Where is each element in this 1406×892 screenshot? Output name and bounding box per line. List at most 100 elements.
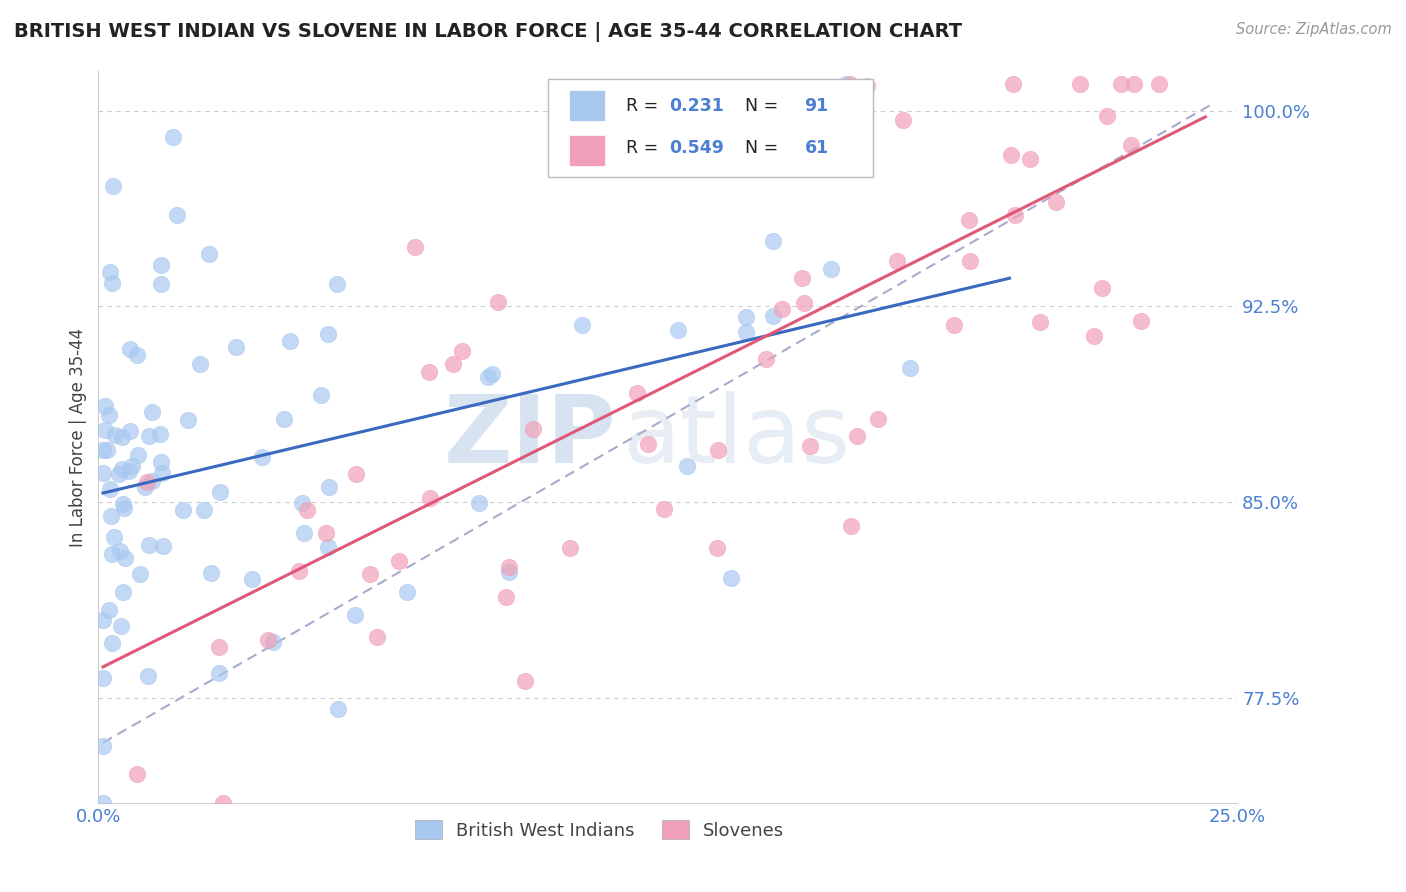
Point: [898, 360, 921, 375]
Point: [208, 640, 231, 654]
Point: [209, 485, 232, 500]
Text: atlas: atlas: [623, 391, 851, 483]
Point: [193, 503, 215, 517]
Point: [498, 560, 520, 574]
Point: [789, 161, 811, 176]
Point: [839, 78, 862, 92]
Point: [316, 327, 339, 342]
Point: [706, 541, 728, 555]
Point: [101, 635, 124, 649]
Point: [138, 538, 160, 552]
Point: [558, 541, 581, 555]
Point: [117, 464, 139, 478]
Point: [786, 132, 808, 146]
Point: [262, 635, 284, 649]
Point: [127, 767, 149, 781]
Point: [291, 496, 314, 510]
Point: [891, 113, 914, 128]
Point: [693, 153, 716, 168]
Point: [94, 424, 117, 438]
Point: [103, 530, 125, 544]
Point: [734, 325, 756, 339]
Point: [162, 130, 184, 145]
Point: [103, 179, 125, 194]
Point: [886, 254, 908, 268]
Point: [637, 437, 659, 451]
Point: [114, 551, 136, 566]
Point: [326, 701, 349, 715]
Point: [136, 668, 159, 682]
Point: [1001, 78, 1024, 92]
Point: [513, 673, 536, 688]
Point: [772, 301, 794, 316]
Text: BRITISH WEST INDIAN VS SLOVENE IN LABOR FORCE | AGE 35-44 CORRELATION CHART: BRITISH WEST INDIAN VS SLOVENE IN LABOR …: [14, 22, 962, 42]
Point: [451, 343, 474, 358]
Point: [292, 526, 315, 541]
Point: [942, 318, 965, 332]
Point: [1109, 78, 1132, 92]
Point: [1018, 152, 1040, 166]
Point: [127, 448, 149, 462]
Point: [790, 271, 813, 285]
Text: ZIP: ZIP: [444, 391, 617, 483]
Point: [755, 352, 778, 367]
Bar: [569, 90, 605, 121]
Point: [1147, 78, 1170, 92]
Point: [200, 566, 222, 580]
Point: [396, 585, 419, 599]
Point: [309, 388, 332, 402]
Point: [495, 591, 517, 605]
Point: [735, 310, 758, 324]
Point: [1119, 138, 1142, 153]
Point: [111, 430, 134, 444]
Point: [714, 152, 737, 166]
Point: [799, 439, 821, 453]
Point: [97, 408, 120, 422]
Point: [108, 543, 131, 558]
Text: R =: R =: [626, 97, 664, 115]
Text: N =: N =: [734, 97, 783, 115]
Point: [138, 428, 160, 442]
Text: 0.549: 0.549: [669, 139, 724, 157]
Point: [149, 258, 172, 272]
Point: [957, 212, 980, 227]
Point: [1000, 148, 1022, 162]
Point: [868, 412, 890, 426]
Point: [94, 399, 117, 413]
Point: [112, 497, 135, 511]
Point: [120, 424, 142, 438]
Point: [134, 480, 156, 494]
Legend: British West Indians, Slovenes: British West Indians, Slovenes: [405, 811, 793, 848]
Point: [91, 796, 114, 810]
Point: [141, 474, 163, 488]
Point: [149, 277, 172, 291]
Point: [344, 467, 367, 481]
Point: [652, 502, 675, 516]
Point: [112, 584, 135, 599]
Point: [707, 443, 730, 458]
Point: [841, 519, 863, 533]
Point: [91, 467, 114, 481]
Point: [252, 450, 274, 465]
Point: [481, 367, 503, 381]
Point: [1129, 314, 1152, 328]
Point: [91, 443, 114, 458]
Y-axis label: In Labor Force | Age 35-44: In Labor Force | Age 35-44: [69, 327, 87, 547]
Point: [404, 240, 426, 254]
Point: [856, 79, 879, 94]
Point: [135, 475, 157, 489]
Point: [468, 496, 491, 510]
FancyBboxPatch shape: [548, 78, 873, 178]
Text: R =: R =: [626, 139, 664, 157]
Point: [177, 412, 200, 426]
Point: [626, 385, 648, 400]
Point: [343, 607, 366, 622]
Point: [793, 295, 815, 310]
Point: [359, 566, 381, 581]
Point: [141, 404, 163, 418]
Point: [96, 442, 118, 457]
Point: [118, 342, 141, 356]
Point: [388, 554, 411, 568]
Point: [91, 671, 114, 685]
Point: [720, 571, 742, 585]
